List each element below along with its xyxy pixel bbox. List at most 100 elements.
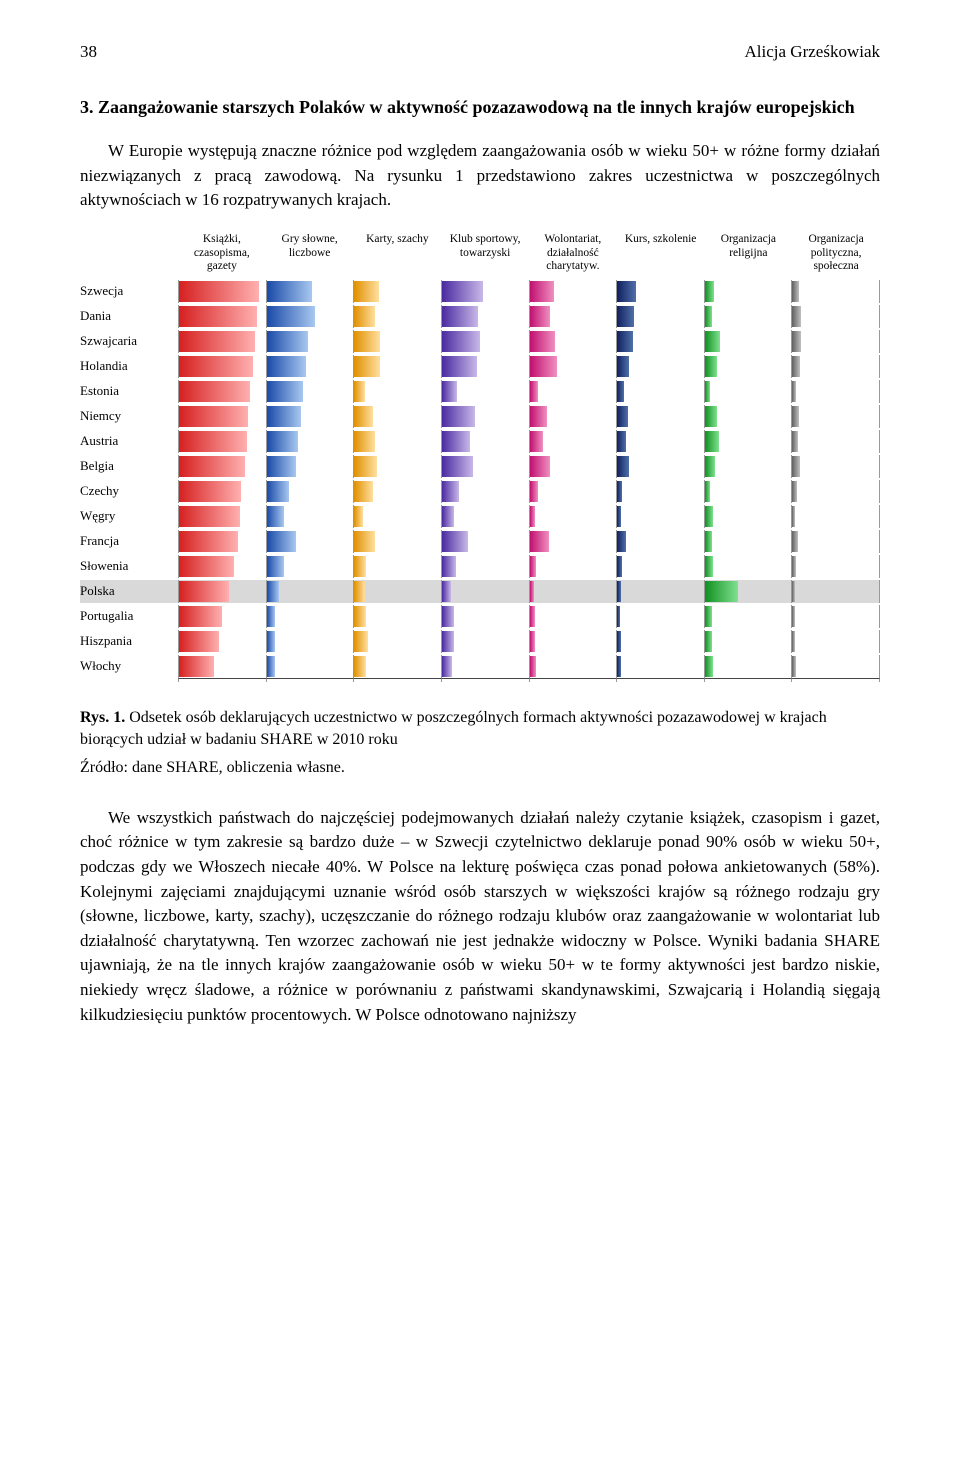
figure-caption: Rys. 1. Odsetek osób deklarujących uczes… [80,707,880,750]
chart-bar [267,356,307,377]
chart-cell [704,605,792,628]
chart-cell [178,330,266,353]
chart-cell [704,280,792,303]
chart-row-label: Szwajcaria [80,330,178,353]
chart-cell [616,455,704,478]
chart-cell [616,380,704,403]
chart-cell [266,630,354,653]
chart-cell [529,480,617,503]
chart-cell [353,630,441,653]
chart-cell [266,505,354,528]
chart-row: Niemcy [80,405,880,428]
chart-cell [704,380,792,403]
chart-row-cells [178,655,880,678]
chart-bar [354,281,378,302]
chart-bar [179,556,234,577]
chart-bar [705,606,712,627]
chart-row-cells [178,530,880,553]
chart-bar [442,531,468,552]
chart-cell [704,580,792,603]
chart-row-cells [178,305,880,328]
chart-cell [178,380,266,403]
chart-bar [442,356,477,377]
chart-cell [266,455,354,478]
chart-cell [353,480,441,503]
chart-row-cells [178,555,880,578]
chart-cell [353,380,441,403]
chart-cell [353,580,441,603]
chart-cell [529,580,617,603]
chart-bar [354,456,377,477]
chart-bar [792,556,795,577]
chart-bar [267,531,296,552]
chart-bar [442,406,475,427]
chart-bar [179,356,253,377]
chart-cell [529,555,617,578]
chart-cell [791,280,880,303]
chart-bar [792,331,801,352]
chart-bar [179,581,229,602]
chart-bar [617,331,633,352]
chart-bar [354,656,366,677]
chart-bar [267,431,298,452]
chart-row: Polska [80,580,880,603]
chart-cell [353,605,441,628]
chart-cell [616,655,704,678]
chart-cell [441,355,529,378]
chart-bar [617,606,620,627]
chart-row: Szwajcaria [80,330,880,353]
chart-bar [705,656,714,677]
chart-bar [354,356,380,377]
chart-bar [705,406,717,427]
chart-cell [529,455,617,478]
chart-bar [617,556,622,577]
chart-row: Szwecja [80,280,880,303]
chart-row-cells [178,430,880,453]
chart-bar [705,331,721,352]
chart-bar [267,331,309,352]
chart-bar [442,306,478,327]
chart-bar [267,556,284,577]
chart-cell [529,505,617,528]
chart-column-header: Gry słowne, liczbowe [266,233,354,274]
chart-row-cells [178,580,880,603]
chart-cell [266,530,354,553]
chart-cell [266,555,354,578]
chart-row: Portugalia [80,605,880,628]
chart-cell [791,455,880,478]
chart-row-label: Słowenia [80,555,178,578]
chart-bar [354,381,364,402]
chart-bar [354,531,375,552]
chart-cell [616,530,704,553]
chart-bar [267,481,290,502]
chart-bar [442,481,459,502]
chart-bar [705,531,712,552]
chart-column-header: Klub sportowy, towarzyski [441,233,529,274]
chart-bar [442,556,456,577]
chart-bar [617,406,627,427]
chart-cell [529,530,617,553]
chart-bar [354,606,366,627]
chart-cell [266,330,354,353]
chart-row-label: Francja [80,530,178,553]
chart-cell [441,330,529,353]
chart-bar [442,331,480,352]
chart-cell [616,505,704,528]
chart-cell [704,555,792,578]
chart-row: Estonia [80,380,880,403]
chart-cell [791,630,880,653]
chart-cell [178,505,266,528]
chart-cell [266,430,354,453]
chart-cell [616,330,704,353]
chart-cell [529,655,617,678]
chart-bar [792,431,798,452]
chart-bar [354,431,375,452]
chart-bar [442,656,452,677]
chart-cell [616,280,704,303]
chart-cell [353,505,441,528]
chart-bar [179,456,245,477]
chart-column-header: Organizacja religijna [705,233,793,274]
chart-bar [530,556,537,577]
chart-bar [442,606,454,627]
chart-cell [529,430,617,453]
